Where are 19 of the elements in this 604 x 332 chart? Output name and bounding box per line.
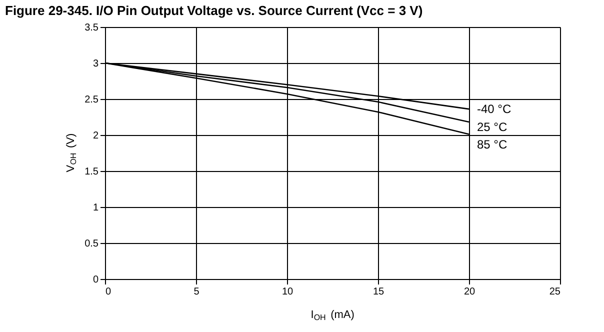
x-tick-label: 0 <box>106 286 112 298</box>
x-tick-label: 5 <box>194 286 200 298</box>
chart-title: Figure 29-345. I/O Pin Output Voltage vs. Source Current (Vcc = 3 V) <box>5 3 423 18</box>
x-tick-label: 15 <box>372 286 384 298</box>
y-tick-label: 3 <box>92 58 99 70</box>
x-tick-label: 25 <box>549 286 561 298</box>
x-tick-label: 10 <box>282 286 294 298</box>
y-tick-label: 1.5 <box>84 166 99 178</box>
y-tick-label: 0 <box>92 274 99 286</box>
series-label: 85 °C <box>477 137 508 152</box>
x-tick-label: 20 <box>464 286 476 298</box>
y-axis-title: VOH (V) <box>65 133 78 172</box>
y-tick-label: 3.5 <box>84 22 99 34</box>
y-tick-label: 0.5 <box>84 238 99 250</box>
y-tick-label: 1 <box>92 202 99 214</box>
series-label: -40 °C <box>477 102 512 116</box>
y-tick-label: 2.5 <box>84 94 99 106</box>
y-tick-label: 2 <box>92 130 99 142</box>
series-label: 25 °C <box>477 120 508 134</box>
